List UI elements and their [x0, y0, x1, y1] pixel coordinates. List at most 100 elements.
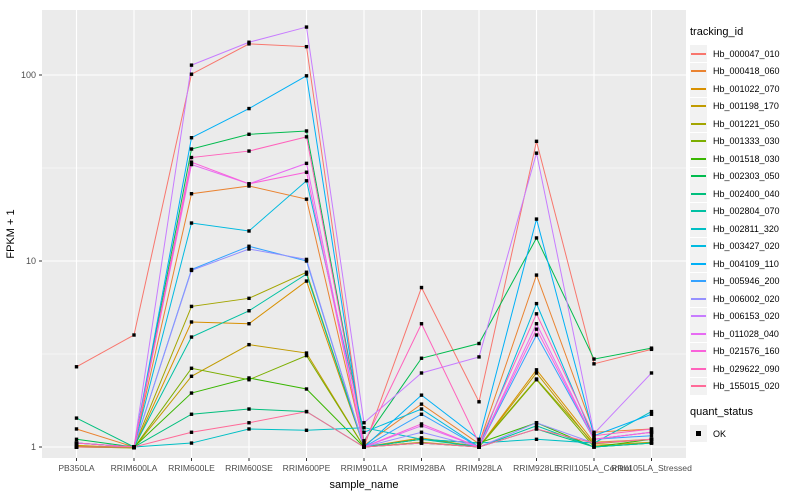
- legend-item-Hb_001198_170: Hb_001198_170: [690, 97, 798, 116]
- legend-line-key-icon: [690, 150, 707, 168]
- x-tick-label: RRIM600LE: [168, 463, 215, 473]
- data-point-marker: [189, 72, 194, 76]
- data-point-marker: [304, 135, 309, 139]
- data-point-marker: [534, 312, 539, 316]
- data-point-marker: [189, 221, 194, 225]
- legend: tracking_id Hb_000047_010 Hb_000418_060 Hb…: [690, 26, 798, 443]
- data-point-marker: [362, 430, 366, 434]
- data-point-marker: [304, 351, 309, 355]
- data-point-marker: [419, 356, 424, 360]
- legend-label: Hb_001333_030: [713, 136, 780, 147]
- data-point-marker: [419, 422, 424, 426]
- data-point-marker: [247, 247, 251, 251]
- legend-label: Hb_005946_200: [713, 276, 780, 287]
- data-point-marker: [592, 362, 596, 366]
- data-point-marker: [304, 74, 309, 78]
- legend-line-key-icon: [690, 342, 707, 360]
- x-tick-label: RRIM600PE: [283, 463, 331, 473]
- data-point-marker: [132, 333, 136, 337]
- legend-line-key-icon: [690, 360, 707, 378]
- data-point-marker: [649, 409, 654, 414]
- legend-line-key-icon: [690, 132, 707, 150]
- data-point-marker: [189, 366, 194, 370]
- ok-square-key-icon: [690, 425, 707, 443]
- data-point-marker: [419, 407, 424, 411]
- legend-line-key-icon: [690, 237, 707, 255]
- legend-item-Hb_006002_020: Hb_006002_020: [690, 290, 798, 308]
- data-point-marker: [189, 155, 194, 160]
- data-point-marker: [534, 236, 539, 240]
- data-point-marker: [189, 335, 194, 339]
- data-point-marker: [189, 430, 194, 434]
- legend-item-Hb_002303_050: Hb_002303_050: [690, 167, 798, 186]
- data-point-marker: [592, 431, 596, 436]
- data-point-marker: [247, 421, 251, 425]
- legend-label: OK: [713, 428, 727, 439]
- data-point-marker: [419, 441, 424, 445]
- data-point-marker: [247, 407, 251, 411]
- legend-line-key-icon: [690, 325, 707, 343]
- legend-label: Hb_001198_170: [713, 101, 779, 112]
- data-point-marker: [304, 197, 309, 201]
- data-point-marker: [534, 427, 539, 431]
- legend-label: Hb_006153_020: [713, 311, 780, 322]
- data-point-marker: [304, 179, 309, 183]
- legend-line-key-icon: [690, 80, 707, 98]
- data-point-marker: [304, 279, 309, 283]
- data-point-marker: [649, 346, 654, 350]
- data-point-marker: [74, 416, 79, 420]
- x-axis-title: sample_name: [329, 479, 398, 491]
- data-point-marker: [534, 421, 539, 425]
- data-point-marker: [247, 132, 251, 136]
- data-point-marker: [534, 301, 539, 306]
- data-point-marker: [247, 427, 251, 431]
- legend-label: Hb_001221_050: [713, 118, 780, 129]
- data-point-marker: [189, 136, 194, 140]
- data-point-marker: [419, 424, 424, 428]
- data-point-marker: [592, 357, 596, 361]
- data-point-marker: [304, 409, 309, 414]
- data-point-marker: [189, 412, 194, 416]
- data-point-marker: [534, 327, 539, 331]
- data-point-marker: [362, 425, 366, 430]
- data-point-marker: [362, 421, 366, 425]
- data-point-marker: [304, 353, 309, 358]
- data-point-marker: [189, 192, 194, 196]
- data-point-marker: [304, 161, 309, 166]
- data-point-marker: [477, 341, 481, 346]
- data-point-marker: [419, 393, 424, 397]
- data-point-marker: [247, 184, 251, 188]
- legend-label: Hb_002400_040: [713, 188, 780, 199]
- legend-label: Hb_000418_060: [713, 66, 780, 77]
- legend-items: Hb_000047_010 Hb_000418_060 Hb_001022_070 H…: [690, 45, 798, 395]
- data-point-marker: [247, 229, 251, 233]
- data-point-marker: [189, 304, 194, 309]
- data-point-marker: [362, 439, 366, 443]
- data-point-marker: [247, 296, 251, 301]
- data-point-marker: [189, 320, 194, 324]
- data-point-marker: [649, 441, 654, 445]
- legend-label: Hb_000047_010: [713, 48, 780, 59]
- legend-line-key-icon: [690, 255, 707, 273]
- data-point-marker: [247, 378, 251, 382]
- data-point-marker: [649, 427, 654, 431]
- legend-label: Hb_003427_020: [713, 241, 780, 252]
- data-point-marker: [304, 257, 309, 262]
- x-tick-label: RRIM901LA: [341, 463, 388, 473]
- data-point-marker: [649, 371, 654, 375]
- legend-item-ok: OK: [690, 425, 798, 443]
- data-point-marker: [304, 170, 309, 174]
- legend-item-Hb_000418_060: Hb_000418_060: [690, 62, 798, 81]
- data-point-marker: [592, 441, 596, 445]
- data-point-marker: [304, 272, 309, 276]
- legend-label: Hb_011028_040: [713, 328, 779, 339]
- data-point-marker: [649, 412, 654, 416]
- data-point-marker: [534, 333, 539, 337]
- legend-title-quant-status: quant_status: [690, 406, 753, 418]
- data-point-marker: [189, 160, 194, 164]
- legend-item-Hb_002804_070: Hb_002804_070: [690, 202, 798, 221]
- data-point-marker: [534, 378, 539, 382]
- legend-label: Hb_002811_320: [713, 223, 779, 234]
